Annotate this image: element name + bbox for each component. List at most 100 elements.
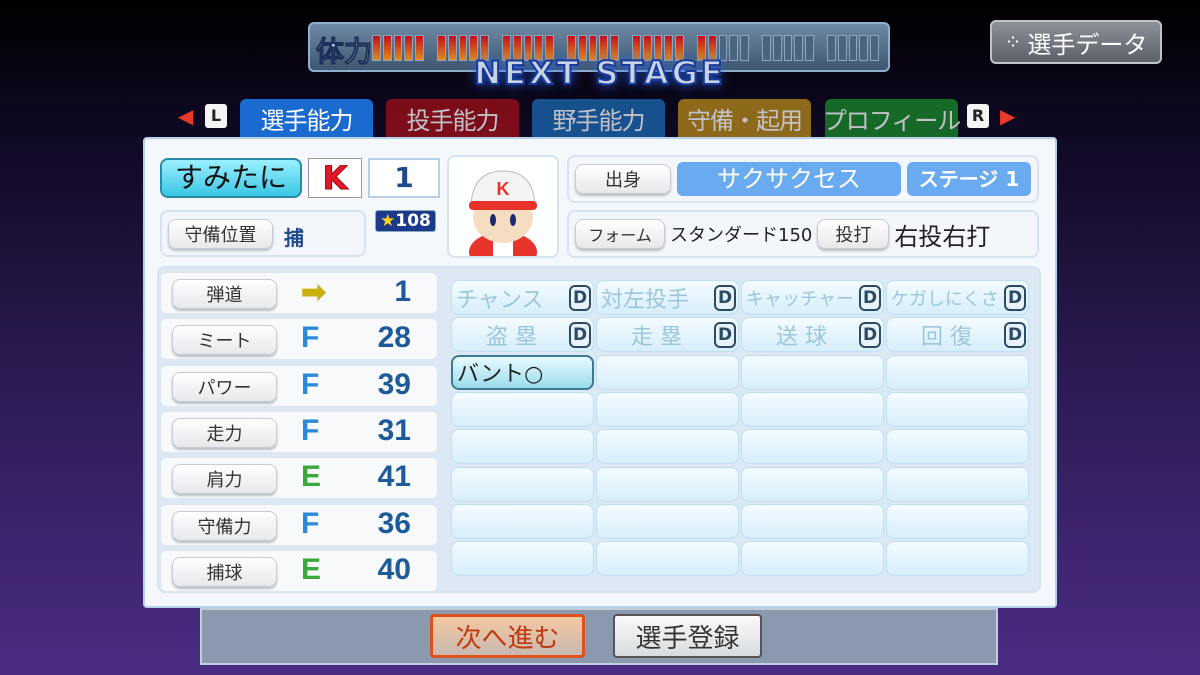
empty-skill-slot[interactable] (741, 429, 884, 465)
empty-skill-slot[interactable] (741, 391, 884, 427)
tab-2[interactable]: 投手能力 (386, 99, 519, 137)
player-data-label: 選手データ (1027, 30, 1148, 59)
skill-label: チャンス (456, 287, 544, 313)
rating-value: 108 (395, 211, 431, 231)
empty-skill-slot[interactable] (741, 503, 884, 539)
r-key[interactable]: R (967, 104, 989, 128)
stat-label: ミート (172, 325, 277, 356)
origin-row: 出身 サクサクセス ステージ 1 (567, 155, 1039, 203)
stat-grade: E (301, 552, 322, 586)
stamina-tick (567, 35, 576, 61)
register-player-button[interactable]: 選手登録 (613, 614, 762, 658)
skill-rank: D (859, 284, 881, 311)
stamina-tick (545, 35, 554, 61)
stamina-tick (870, 35, 879, 61)
stamina-tick (653, 35, 663, 61)
stamina-tick (610, 35, 619, 61)
stamina-tick (827, 35, 836, 61)
stamina-tick (772, 35, 782, 61)
skill-rank: D (714, 284, 736, 311)
l-key[interactable]: L (205, 104, 227, 128)
empty-skill-slot[interactable] (741, 541, 884, 577)
skill-cell[interactable]: 対左投手 D (596, 280, 739, 315)
origin-value: サクサクセス (677, 162, 901, 196)
stamina-tick (805, 35, 814, 61)
tab-right-arrow-icon[interactable]: ▶ (1000, 104, 1016, 128)
stage-value: ステージ 1 (907, 162, 1031, 196)
stamina-segment (567, 35, 619, 61)
stat-value: 39 (377, 367, 411, 401)
team-logo: K (308, 158, 362, 198)
stamina-tick (502, 35, 511, 61)
next-button[interactable]: 次へ進む (430, 614, 585, 658)
empty-skill-slot[interactable] (451, 541, 594, 577)
stamina-tick (762, 35, 771, 61)
empty-skill-slot[interactable] (596, 354, 739, 390)
stat-grade: E (301, 460, 322, 494)
stamina-gauge: 体力 (308, 22, 890, 72)
skill-cell[interactable]: キャッチャー D (741, 280, 884, 315)
tab-1[interactable]: 選手能力 (240, 99, 373, 137)
stat-label: 肩力 (172, 464, 277, 495)
skill-cell[interactable]: ケガしにくさ D (886, 280, 1029, 315)
stamina-tick (523, 35, 533, 61)
skill-cell[interactable]: チャンス D (451, 280, 594, 315)
tab-5[interactable]: プロフィール (823, 99, 961, 137)
skill-label: 走 塁 (631, 324, 682, 350)
empty-skill-slot[interactable] (451, 503, 594, 539)
empty-skill-slot[interactable] (741, 466, 884, 502)
empty-skill-slot[interactable] (886, 466, 1029, 502)
stat-value: 41 (377, 460, 411, 494)
empty-skill-slot[interactable] (596, 429, 739, 465)
empty-skill-slot[interactable] (596, 391, 739, 427)
tab-3[interactable]: 野手能力 (532, 99, 665, 137)
empty-skill-slot[interactable] (741, 354, 884, 390)
stamina-tick (707, 35, 717, 61)
stamina-tick (577, 35, 587, 61)
stamina-tick (372, 35, 381, 61)
empty-skill-slot[interactable] (886, 541, 1029, 577)
stat-value: 31 (377, 413, 411, 447)
skill-rank: D (714, 321, 736, 348)
tab-4[interactable]: 守備・起用 (678, 99, 811, 137)
stat-row: 走力 F 31 (160, 410, 438, 453)
skill-cell[interactable]: バント○ (451, 354, 594, 390)
skill-rank: D (1004, 284, 1026, 311)
stamina-tick (437, 35, 446, 61)
stamina-tick (447, 35, 457, 61)
stat-label: 守備力 (172, 510, 277, 541)
stamina-tick (848, 35, 858, 61)
stat-value: 28 (377, 321, 411, 355)
position-value: 捕 (284, 226, 304, 250)
empty-skill-slot[interactable] (451, 429, 594, 465)
stamina-tick (588, 35, 598, 61)
empty-skill-slot[interactable] (886, 391, 1029, 427)
stat-grade: F (301, 367, 320, 401)
empty-skill-slot[interactable] (596, 466, 739, 502)
skill-label: 送 球 (776, 324, 827, 350)
empty-skill-slot[interactable] (451, 466, 594, 502)
empty-skill-slot[interactable] (596, 503, 739, 539)
stat-grade: F (301, 413, 320, 447)
trajectory-arrow-icon: ➡ (301, 276, 327, 309)
empty-skill-slot[interactable] (596, 541, 739, 577)
skill-rank: D (569, 284, 591, 311)
uniform-number: 1 (368, 158, 440, 198)
tab-left-arrow-icon[interactable]: ◀ (178, 104, 194, 128)
player-data-button[interactable]: ⁘ 選手データ (990, 20, 1162, 64)
stat-value: 36 (377, 506, 411, 540)
stamina-tick (642, 35, 652, 61)
empty-skill-slot[interactable] (886, 503, 1029, 539)
stamina-segment (697, 35, 749, 61)
stamina-segment (502, 35, 554, 61)
controller-buttons-icon: ⁘ (1004, 30, 1022, 54)
empty-skill-slot[interactable] (886, 354, 1029, 390)
empty-skill-slot[interactable] (886, 429, 1029, 465)
stamina-tick (415, 35, 424, 61)
stamina-tick (393, 35, 403, 61)
empty-skill-slot[interactable] (451, 391, 594, 427)
